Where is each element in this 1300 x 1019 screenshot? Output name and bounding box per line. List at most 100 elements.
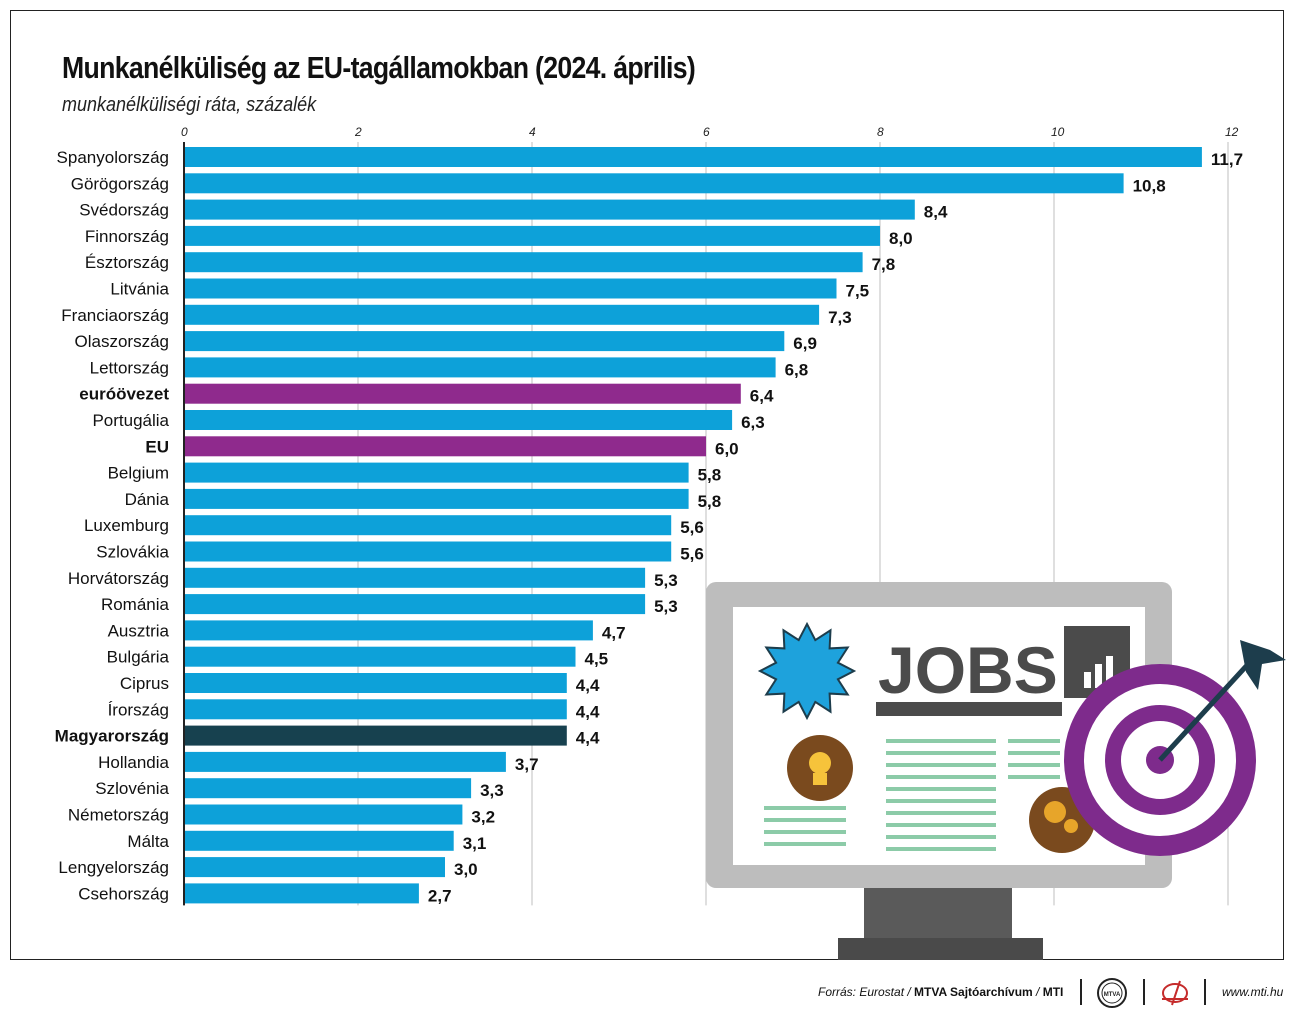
chart-title: Munkanélküliség az EU-tagállamokban (202… — [62, 50, 696, 85]
bar — [185, 147, 1202, 167]
jobs-label: JOBS — [878, 633, 1058, 707]
x-tick-label: 12 — [1225, 125, 1239, 139]
category-label: Németország — [68, 806, 169, 825]
bar — [185, 567, 646, 588]
x-tick-label: 10 — [1051, 125, 1065, 139]
bar — [185, 278, 837, 299]
category-label: Szlovákia — [96, 543, 169, 562]
category-label: EU — [145, 437, 169, 456]
x-tick-label: 0 — [181, 125, 188, 139]
value-label: 5,3 — [654, 571, 678, 590]
infographic-frame — [10, 10, 1284, 960]
source-text: Forrás: Eurostat / MTVA Sajtóarchívum / … — [818, 985, 1064, 999]
category-label: Bulgária — [107, 648, 170, 667]
value-label: 5,6 — [680, 545, 704, 564]
bar — [185, 883, 419, 904]
value-label: 3,1 — [463, 834, 487, 853]
bar — [185, 252, 863, 273]
bar — [185, 383, 741, 404]
value-label: 3,7 — [515, 755, 539, 774]
footer: Forrás: Eurostat / MTVA Sajtóarchívum / … — [0, 975, 1300, 1015]
bar — [185, 331, 785, 352]
category-label: Dánia — [125, 490, 170, 509]
bar — [185, 620, 593, 641]
bar — [185, 173, 1124, 194]
bar — [185, 436, 706, 457]
value-label: 2,7 — [428, 886, 452, 905]
website-url: www.mti.hu — [1222, 985, 1284, 999]
value-label: 7,8 — [872, 255, 896, 274]
value-label: 4,5 — [585, 650, 609, 669]
bar — [185, 830, 454, 851]
category-label: Horvátország — [68, 569, 169, 588]
category-label: Hollandia — [98, 753, 169, 772]
x-tick-label: 6 — [703, 125, 710, 139]
value-label: 3,2 — [471, 808, 495, 827]
category-label: Belgium — [108, 464, 169, 483]
category-label: Málta — [127, 832, 169, 851]
x-tick-label: 4 — [529, 125, 536, 139]
bar — [185, 751, 506, 772]
chart-subtitle: munkanélküliségi ráta, százalék — [62, 94, 317, 116]
bar — [185, 725, 567, 746]
value-label: 8,0 — [889, 229, 913, 248]
category-label: Ausztria — [108, 621, 170, 640]
value-label: 6,8 — [785, 360, 809, 379]
bar-chart: 0 2 4 6 8 10 12 JOBS — [55, 125, 1286, 960]
category-label: Franciaország — [61, 306, 169, 325]
value-label: 7,3 — [828, 308, 852, 327]
value-label: 10,8 — [1133, 176, 1166, 195]
bar-chart-icon — [1064, 626, 1130, 698]
bar — [185, 646, 576, 667]
mtva-logo: MTVA — [1097, 978, 1127, 1008]
x-axis-ticks: 0 2 4 6 8 10 12 — [181, 125, 1239, 139]
value-label: 5,6 — [680, 518, 704, 537]
category-label: Magyarország — [55, 727, 169, 746]
category-label: Lettország — [90, 358, 169, 377]
bar — [185, 541, 672, 562]
category-label: Ciprus — [120, 674, 169, 693]
bar — [185, 804, 463, 825]
value-label: 6,0 — [715, 439, 739, 458]
mti-logo — [1162, 980, 1188, 1006]
value-label: 5,8 — [698, 492, 722, 511]
bar — [185, 673, 567, 693]
category-label: Észtország — [85, 253, 169, 272]
value-label: 6,9 — [793, 334, 817, 353]
svg-text:MTVA: MTVA — [1104, 992, 1121, 998]
bar — [185, 225, 880, 246]
value-label: 3,3 — [480, 781, 504, 800]
value-label: 4,4 — [576, 702, 600, 721]
category-label: Svédország — [79, 201, 169, 220]
bar — [185, 357, 776, 378]
value-label: 11,7 — [1211, 150, 1243, 169]
category-label: Litvánia — [110, 280, 169, 299]
category-label: Szlovénia — [95, 779, 169, 798]
bar — [185, 462, 689, 483]
x-tick-label: 2 — [354, 125, 362, 139]
bar — [185, 488, 689, 509]
bar — [185, 410, 733, 430]
bar — [185, 515, 672, 536]
dart-icon — [1158, 640, 1286, 762]
category-label: euróövezet — [79, 385, 169, 404]
value-label: 4,7 — [602, 623, 626, 642]
footer-separator — [1143, 979, 1145, 1005]
value-label: 5,3 — [654, 597, 678, 616]
category-label: Görögország — [71, 174, 169, 193]
category-label: Írország — [108, 700, 169, 719]
star-badge-icon — [757, 621, 857, 721]
bar — [185, 199, 915, 220]
category-label: Lengyelország — [58, 858, 169, 877]
category-label: Luxemburg — [84, 516, 169, 535]
text-lines — [764, 739, 1060, 851]
value-label: 6,3 — [741, 413, 765, 432]
value-label: 4,4 — [576, 729, 600, 748]
category-label: Románia — [101, 595, 170, 614]
category-label: Olaszország — [75, 332, 169, 351]
value-label: 3,0 — [454, 860, 478, 879]
lightbulb-icon — [787, 735, 853, 801]
bar — [185, 594, 646, 615]
category-label: Finnország — [85, 227, 169, 246]
value-label: 5,8 — [698, 466, 722, 485]
